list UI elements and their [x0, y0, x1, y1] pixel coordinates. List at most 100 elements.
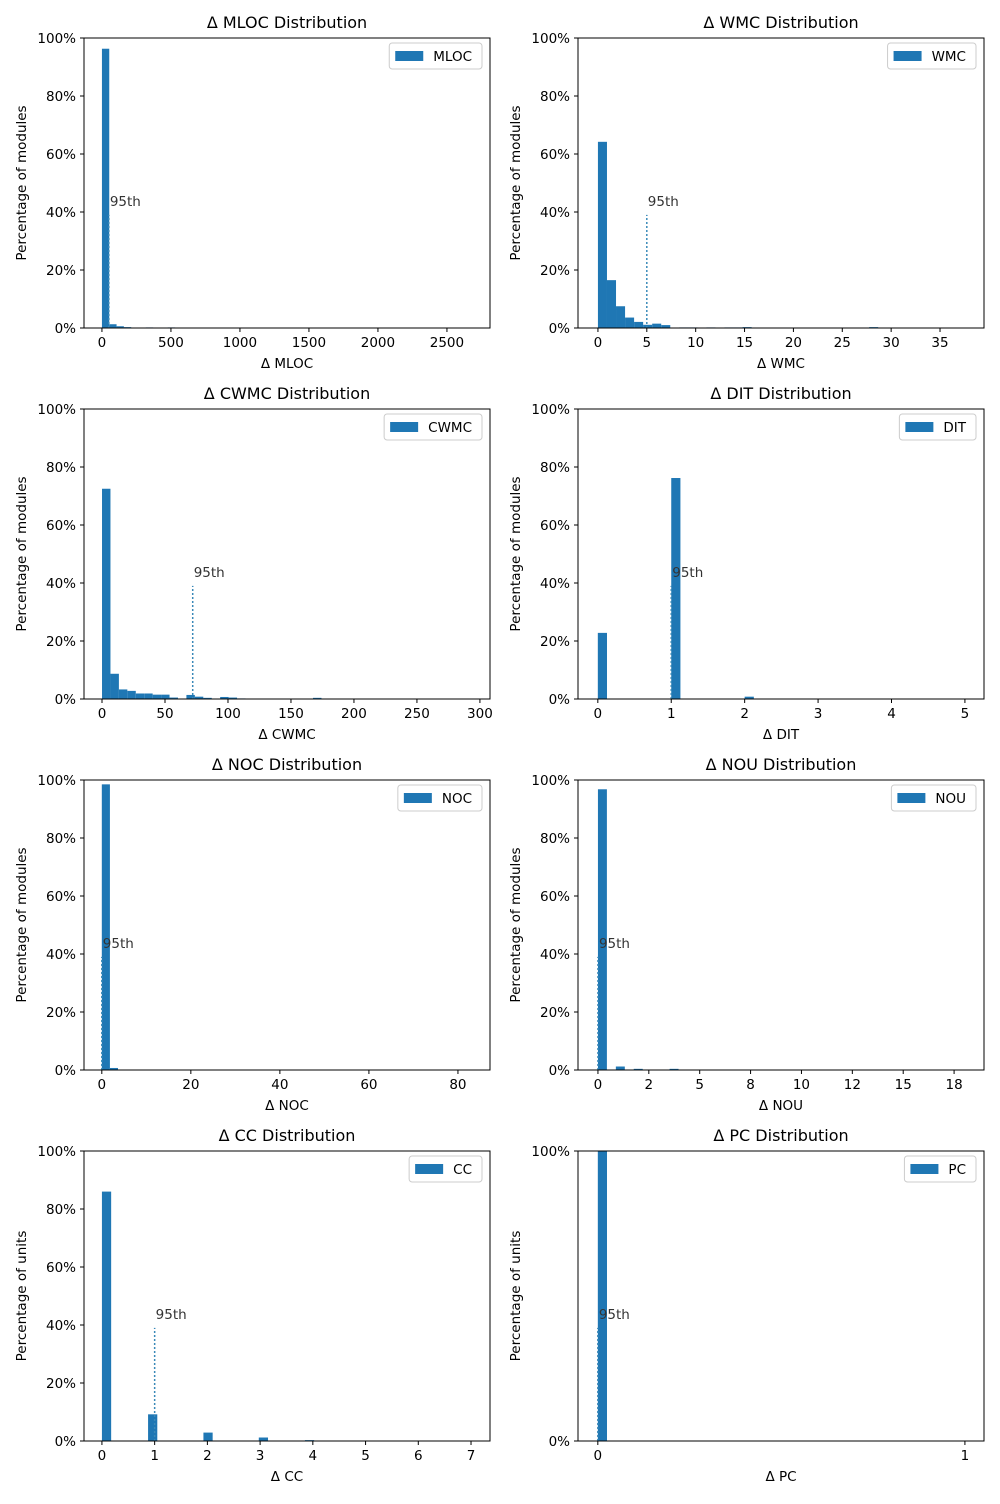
percentile-label: 95th	[194, 565, 225, 581]
legend-swatch	[894, 51, 922, 61]
y-tick-label: 100%	[37, 773, 76, 789]
bar	[102, 489, 110, 699]
percentile-label: 95th	[599, 1307, 630, 1323]
y-tick-label: 100%	[531, 773, 570, 789]
bar	[136, 693, 144, 699]
x-tick-label: 10	[687, 335, 704, 351]
x-tick-label: 0	[594, 1448, 603, 1464]
y-tick-label: 60%	[540, 889, 570, 905]
x-axis-label: Δ NOC	[265, 1098, 309, 1114]
x-tick-label: 50	[156, 706, 173, 722]
y-tick-label: 60%	[540, 147, 570, 163]
y-tick-label: 100%	[37, 1144, 76, 1160]
bar	[109, 324, 116, 328]
percentile-label: 95th	[103, 936, 134, 952]
legend-swatch	[404, 793, 432, 803]
x-tick-label: 4	[887, 706, 896, 722]
y-tick-label: 100%	[37, 402, 76, 418]
legend-label: NOU	[935, 791, 966, 807]
bar	[102, 784, 110, 1070]
bar	[153, 695, 161, 699]
legend: CWMC	[384, 414, 482, 440]
legend: WMC	[888, 43, 976, 69]
chart-title: Δ NOC Distribution	[212, 755, 362, 774]
y-tick-label: 80%	[46, 831, 76, 847]
x-tick-label: 6	[414, 1448, 423, 1464]
percentile-label: 95th	[599, 936, 630, 952]
x-tick-label: 0	[98, 335, 107, 351]
x-tick-label: 300	[467, 706, 493, 722]
x-tick-label: 1	[667, 706, 676, 722]
y-axis-label: Percentage of modules	[508, 476, 524, 631]
x-tick-label: 15	[895, 1077, 912, 1093]
bar	[161, 695, 169, 699]
legend-label: CWMC	[428, 420, 472, 436]
x-tick-label: 4	[309, 1448, 318, 1464]
y-tick-label: 0%	[549, 692, 571, 708]
x-tick-label: 10	[793, 1077, 810, 1093]
chart-title: Δ PC Distribution	[713, 1126, 848, 1145]
bar	[110, 674, 118, 699]
y-tick-label: 40%	[46, 576, 76, 592]
y-tick-label: 0%	[55, 1434, 77, 1450]
y-axis-label: Percentage of modules	[14, 847, 30, 1002]
x-tick-label: 15	[736, 335, 753, 351]
x-tick-label: 30	[883, 335, 900, 351]
chart-title: Δ CWMC Distribution	[204, 384, 370, 403]
x-tick-label: 25	[834, 335, 851, 351]
x-tick-label: 60	[360, 1077, 377, 1093]
axes-frame	[84, 409, 490, 699]
x-tick-label: 1500	[292, 335, 326, 351]
y-tick-label: 80%	[46, 1202, 76, 1218]
y-tick-label: 20%	[46, 1005, 76, 1021]
x-tick-label: 2000	[361, 335, 395, 351]
x-tick-label: 2500	[430, 335, 464, 351]
bar	[598, 633, 607, 699]
legend: MLOC	[389, 43, 482, 69]
y-tick-label: 20%	[540, 263, 570, 279]
y-tick-label: 20%	[540, 634, 570, 650]
y-axis-label: Percentage of units	[508, 1231, 524, 1362]
x-tick-label: 3	[814, 706, 823, 722]
x-tick-label: 5	[695, 1077, 704, 1093]
bar	[127, 691, 135, 699]
x-axis-label: Δ MLOC	[261, 356, 313, 372]
x-tick-label: 2	[203, 1448, 212, 1464]
bar	[634, 322, 643, 328]
y-tick-label: 40%	[540, 576, 570, 592]
legend: NOU	[891, 785, 976, 811]
legend-label: WMC	[932, 49, 966, 65]
y-tick-label: 20%	[46, 1376, 76, 1392]
legend: PC	[904, 1156, 976, 1182]
percentile-label: 95th	[110, 194, 141, 210]
x-tick-label: 2	[740, 706, 749, 722]
y-tick-label: 60%	[46, 518, 76, 534]
legend-swatch	[415, 1164, 443, 1174]
x-axis-label: Δ PC	[765, 1469, 796, 1485]
legend-swatch	[390, 422, 418, 432]
bar	[148, 1414, 157, 1441]
y-tick-label: 60%	[46, 889, 76, 905]
legend-label: DIT	[943, 420, 966, 436]
y-tick-label: 0%	[55, 1063, 77, 1079]
axes-frame	[578, 780, 984, 1070]
y-axis-label: Percentage of modules	[508, 847, 524, 1002]
legend-label: MLOC	[433, 49, 472, 65]
percentile-label: 95th	[648, 194, 679, 210]
x-tick-label: 5	[643, 335, 652, 351]
x-tick-label: 18	[945, 1077, 962, 1093]
bar	[203, 1433, 212, 1441]
x-tick-label: 0	[594, 335, 603, 351]
x-axis-label: Δ CWMC	[258, 727, 315, 743]
y-tick-label: 0%	[549, 1063, 571, 1079]
bar	[652, 324, 661, 328]
y-tick-label: 0%	[549, 1434, 571, 1450]
x-tick-label: 40	[271, 1077, 288, 1093]
axes-frame	[578, 1151, 984, 1441]
